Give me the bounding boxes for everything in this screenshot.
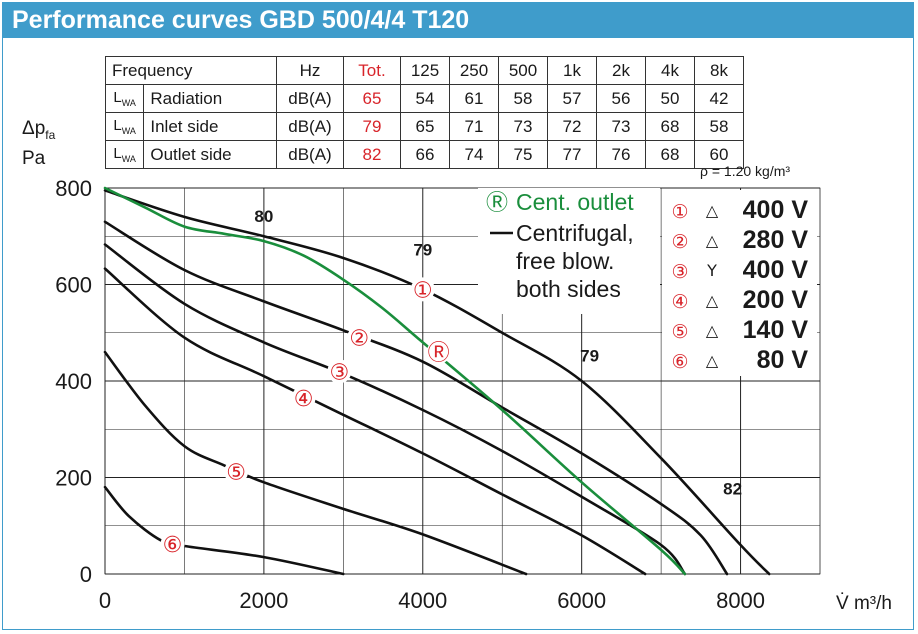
speed-voltage: 140 V — [743, 316, 809, 344]
col-header-frequency: Frequency — [105, 56, 277, 85]
connection-symbol: △ — [706, 321, 719, 340]
connection-symbol: △ — [706, 201, 719, 220]
curve-marker-5: ⑤ — [226, 461, 246, 486]
efficiency-label: 79 — [580, 347, 599, 366]
table-header-row: Frequency Hz Tot. 125 250 500 1k 2k 4k 8… — [105, 56, 744, 85]
y-tick-label: 200 — [55, 466, 92, 491]
efficiency-label: 79 — [413, 241, 432, 260]
connection-symbol: △ — [706, 291, 719, 310]
sound-power-table: Frequency Hz Tot. 125 250 500 1k 2k 4k 8… — [104, 56, 744, 169]
row-unit: dB(A) — [276, 140, 344, 169]
table-row: LWA Outlet side dB(A) 82 66 74 75 77 76 … — [104, 140, 744, 169]
x-tick-label: 2000 — [239, 588, 288, 613]
centrifugal-legend-text: Centrifugal, — [516, 220, 634, 246]
band-value: 42 — [694, 84, 744, 113]
density-note: ρ = 1.20 kg/m³ — [700, 163, 791, 179]
band-value: 61 — [449, 84, 499, 113]
row-total: 79 — [343, 112, 401, 141]
x-tick-label: 4000 — [398, 588, 447, 613]
band-value: 74 — [449, 140, 499, 169]
speed-voltage: 400 V — [743, 256, 809, 284]
legend-box — [478, 188, 660, 314]
curve-marker-bg — [410, 277, 435, 302]
speed-number: ③ — [671, 261, 688, 283]
col-header-8k: 8k — [694, 56, 744, 85]
connection-symbol: Y — [706, 261, 717, 280]
x-tick-label: 8000 — [716, 588, 765, 613]
speed-voltage: 400 V — [743, 196, 809, 224]
connection-symbol: △ — [706, 231, 719, 250]
curve-marker-R: Ⓡ — [428, 341, 450, 366]
speed-number: ① — [671, 201, 688, 223]
efficiency-label: 82 — [723, 479, 742, 498]
row-unit: dB(A) — [276, 112, 344, 141]
x-axis-label: V̇ m³/h — [836, 593, 892, 614]
row-unit: dB(A) — [276, 84, 344, 113]
row-total: 65 — [343, 84, 401, 113]
x-tick-label: 0 — [99, 588, 111, 613]
efficiency-label: 80 — [254, 207, 273, 226]
curve-5 — [103, 350, 528, 576]
band-value: 65 — [400, 112, 450, 141]
lwa-symbol: LWA — [104, 112, 145, 141]
y-tick-label: 0 — [80, 562, 92, 587]
centrifugal-legend-text: free blow. — [516, 248, 614, 274]
curve-marker-bg — [327, 359, 352, 384]
curve-marker-bg — [224, 459, 249, 484]
curve-marker-bg — [426, 340, 451, 365]
col-header-1k: 1k — [547, 56, 597, 85]
curve-marker-bg — [160, 532, 185, 557]
curve-marker-2: ② — [349, 327, 369, 352]
curve-marker-4: ④ — [294, 387, 314, 412]
row-name: Radiation — [143, 84, 277, 113]
band-value: 60 — [694, 140, 744, 169]
speed-number: ⑤ — [671, 321, 688, 343]
curve-2 — [103, 220, 729, 576]
speed-number: ④ — [671, 291, 688, 313]
curve-1 — [103, 189, 771, 576]
table-row: LWA Inlet side dB(A) 79 65 71 73 72 73 6… — [104, 112, 744, 141]
col-header-250: 250 — [449, 56, 499, 85]
y-tick-label: 800 — [55, 176, 92, 201]
speed-voltage: 80 V — [757, 346, 809, 374]
band-value: 75 — [498, 140, 548, 169]
row-name: Outlet side — [143, 140, 277, 169]
y-tick-label: 400 — [55, 369, 92, 394]
curve-6 — [103, 485, 345, 576]
curve-marker-6: ⑥ — [163, 533, 183, 558]
speed-number: ⑥ — [671, 351, 688, 373]
speed-voltage: 200 V — [743, 286, 809, 314]
curve-4 — [103, 267, 647, 576]
curve-marker-bg — [347, 325, 372, 350]
curve-3 — [103, 243, 687, 576]
band-value: 68 — [645, 140, 695, 169]
curve-marker-3: ③ — [329, 360, 349, 385]
band-value: 77 — [547, 140, 597, 169]
y-axis-label: Δpfa Pa — [22, 118, 56, 169]
page-title: Performance curves GBD 500/4/4 T120 — [2, 2, 914, 38]
speed-number: ② — [671, 231, 688, 253]
band-value: 76 — [596, 140, 646, 169]
curve-marker-1: ① — [413, 278, 433, 303]
x-tick-label: 6000 — [557, 588, 606, 613]
band-value: 66 — [400, 140, 450, 169]
curve-marker-bg — [291, 385, 316, 410]
connection-symbol: △ — [706, 351, 719, 370]
speed-voltage: 280 V — [743, 226, 809, 254]
curve-R — [103, 186, 687, 576]
speed-legend-box — [662, 190, 817, 376]
y-tick-label: 600 — [55, 273, 92, 298]
band-value: 54 — [400, 84, 450, 113]
cent-outlet-label: Cent. outlet — [516, 189, 634, 215]
lwa-symbol: LWA — [104, 140, 145, 169]
col-header-2k: 2k — [596, 56, 646, 85]
centrifugal-legend-text: both sides — [516, 276, 621, 302]
cent-outlet-marker: Ⓡ — [486, 190, 508, 215]
